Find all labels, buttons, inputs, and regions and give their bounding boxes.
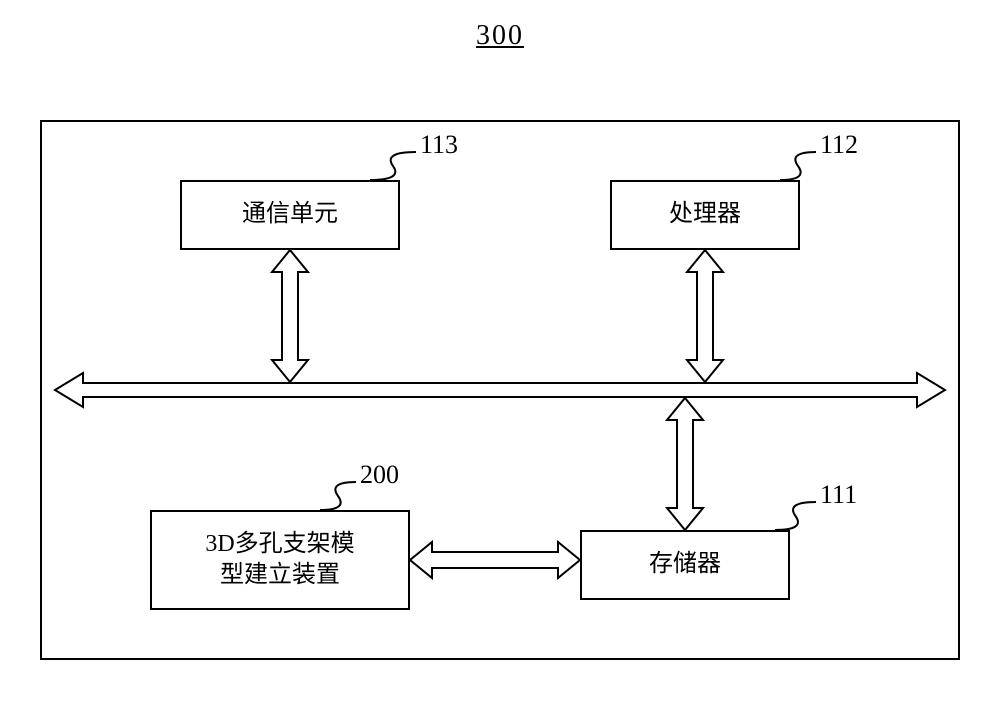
ref-label-113: 113 — [420, 130, 458, 160]
ref-label-200: 200 — [360, 460, 399, 490]
arrow-layer — [20, 20, 980, 700]
ref-label-111: 111 — [820, 480, 857, 510]
ref-label-112: 112 — [820, 130, 858, 160]
